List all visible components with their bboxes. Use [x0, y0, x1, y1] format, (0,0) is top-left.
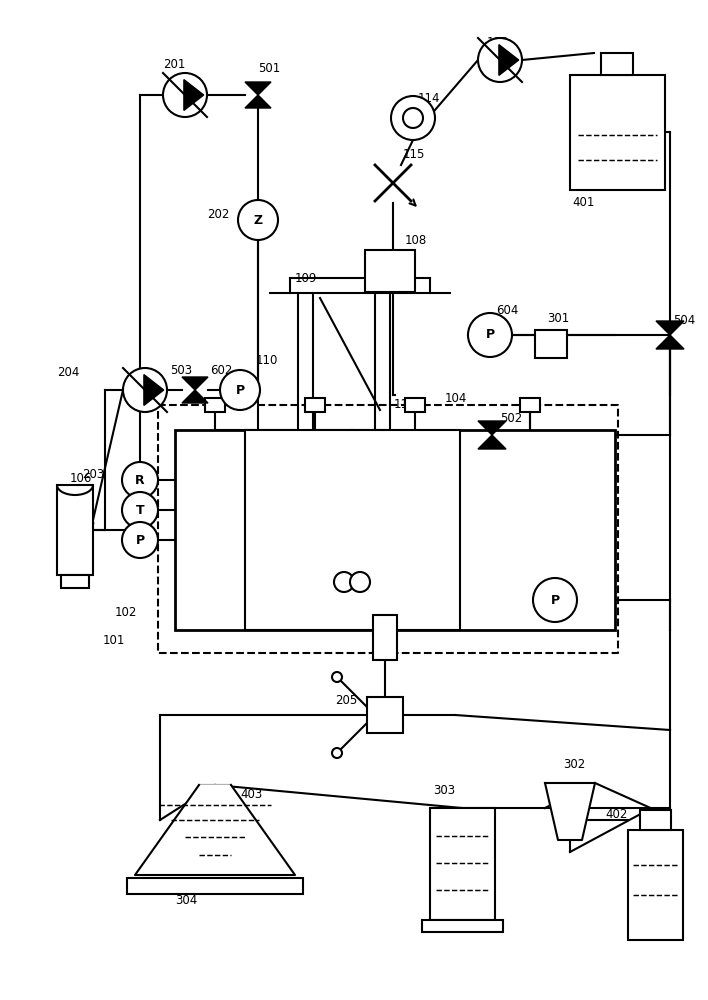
Bar: [430, 808, 495, 920]
Text: 502: 502: [500, 412, 523, 424]
Text: 504: 504: [673, 314, 695, 326]
Text: 205: 205: [335, 694, 358, 706]
Bar: [205, 398, 225, 412]
Circle shape: [350, 572, 370, 592]
Text: 601: 601: [565, 574, 588, 586]
Text: Z: Z: [253, 214, 263, 227]
Circle shape: [123, 368, 167, 412]
Text: 101: 101: [103, 634, 125, 647]
Text: 503: 503: [170, 363, 192, 376]
Bar: [367, 697, 403, 733]
Bar: [422, 920, 503, 932]
Circle shape: [478, 38, 522, 82]
Bar: [601, 53, 633, 75]
Bar: [640, 810, 671, 830]
Polygon shape: [478, 421, 506, 449]
Text: 103: 103: [248, 442, 270, 454]
Text: 104: 104: [445, 391, 467, 404]
Circle shape: [122, 462, 158, 498]
Bar: [373, 615, 397, 660]
Bar: [245, 430, 460, 630]
Polygon shape: [135, 785, 295, 875]
Circle shape: [122, 522, 158, 558]
Bar: [57, 485, 93, 575]
Text: 114: 114: [418, 93, 440, 105]
Bar: [570, 75, 665, 190]
Text: 115: 115: [403, 148, 426, 161]
Bar: [127, 878, 303, 894]
Circle shape: [332, 748, 342, 758]
Polygon shape: [144, 375, 164, 405]
Text: 301: 301: [547, 312, 569, 324]
Text: P: P: [550, 593, 559, 606]
Text: 402: 402: [605, 808, 627, 822]
Circle shape: [533, 578, 577, 622]
Text: P: P: [236, 383, 244, 396]
Text: 202: 202: [207, 209, 229, 222]
Text: 106: 106: [70, 472, 92, 485]
Circle shape: [122, 492, 158, 528]
Text: 113: 113: [487, 35, 509, 48]
Circle shape: [403, 108, 423, 128]
Text: 304: 304: [175, 894, 198, 906]
Text: 110: 110: [256, 354, 278, 366]
Bar: [405, 398, 425, 412]
Text: 112: 112: [394, 398, 416, 412]
Text: P: P: [135, 534, 144, 546]
Text: 603: 603: [73, 516, 96, 528]
Circle shape: [220, 370, 260, 410]
Text: 401: 401: [572, 196, 595, 210]
Text: 204: 204: [57, 365, 79, 378]
Text: 302: 302: [563, 758, 586, 772]
Text: R: R: [135, 474, 145, 487]
Polygon shape: [499, 45, 519, 75]
Text: 107: 107: [70, 500, 92, 514]
Polygon shape: [656, 321, 684, 349]
Text: 109: 109: [295, 271, 317, 284]
Polygon shape: [245, 82, 271, 108]
Text: 108: 108: [405, 233, 427, 246]
Bar: [365, 250, 415, 292]
Circle shape: [163, 73, 207, 117]
Bar: [535, 330, 567, 358]
Circle shape: [334, 572, 354, 592]
Circle shape: [238, 200, 278, 240]
Text: 303: 303: [433, 784, 455, 796]
Bar: [61, 575, 89, 588]
Bar: [520, 398, 540, 412]
Text: 105: 105: [510, 438, 532, 452]
Text: 604: 604: [496, 304, 518, 316]
Text: 111: 111: [415, 538, 438, 552]
Circle shape: [468, 313, 512, 357]
Polygon shape: [182, 377, 208, 403]
Polygon shape: [545, 783, 595, 840]
Circle shape: [332, 672, 342, 682]
Text: 203: 203: [82, 468, 104, 482]
Text: 201: 201: [163, 58, 185, 72]
Text: 102: 102: [115, 605, 137, 618]
Text: T: T: [136, 504, 144, 516]
Text: 501: 501: [258, 62, 280, 75]
Bar: [305, 398, 325, 412]
Text: 602: 602: [210, 363, 232, 376]
Polygon shape: [184, 80, 204, 110]
Circle shape: [391, 96, 435, 140]
Bar: [175, 430, 615, 630]
Text: 403: 403: [240, 788, 262, 802]
Bar: [628, 830, 683, 940]
Text: P: P: [486, 328, 495, 342]
